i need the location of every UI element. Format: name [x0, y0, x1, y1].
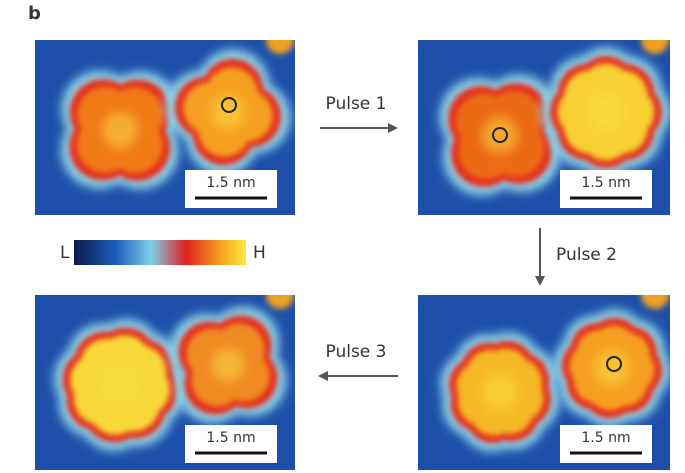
scale-bar-label: 1.5 nm: [206, 175, 255, 191]
image: 1.5 nm: [35, 26, 295, 215]
arrow-head: [535, 276, 545, 286]
corner-feature: [641, 26, 669, 54]
scale-bar-label: 1.5 nm: [206, 430, 255, 446]
arrow-2: Pulse 2: [535, 228, 617, 286]
image: 1.5 nm: [418, 26, 671, 215]
scale-bar-label: 1.5 nm: [581, 175, 630, 191]
molecule-core: [102, 112, 138, 148]
image: 1.5 nm: [35, 281, 295, 470]
arrow-label: Pulse 3: [326, 342, 387, 362]
arrow-label: Pulse 2: [556, 245, 617, 265]
arrow-1: Pulse 1: [320, 94, 398, 133]
molecule-core: [211, 348, 245, 382]
figure: b 1.5 nm 1.5 nm 1.5 nm 1.5 nm L H Pulse 1 P…: [0, 0, 685, 473]
image: 1.5 nm: [418, 281, 671, 470]
colorbar: L H: [60, 240, 266, 265]
arrow-label: Pulse 1: [326, 94, 387, 114]
panel-label: b: [28, 3, 41, 24]
corner-feature: [641, 281, 669, 309]
molecule-core: [586, 92, 625, 131]
arrow-3: Pulse 3: [318, 342, 398, 381]
corner-feature: [266, 26, 294, 54]
arrow-head: [388, 123, 398, 133]
molecule-core: [595, 351, 630, 386]
arrow-head: [318, 371, 328, 381]
colorbar-high: H: [253, 243, 266, 263]
colorbar-gradient: [74, 240, 246, 265]
molecule-core: [482, 374, 518, 410]
molecule-core: [100, 365, 141, 406]
corner-feature: [266, 281, 294, 309]
scale-bar-label: 1.5 nm: [581, 430, 630, 446]
colorbar-low: L: [60, 243, 70, 263]
molecule-core: [482, 117, 518, 153]
